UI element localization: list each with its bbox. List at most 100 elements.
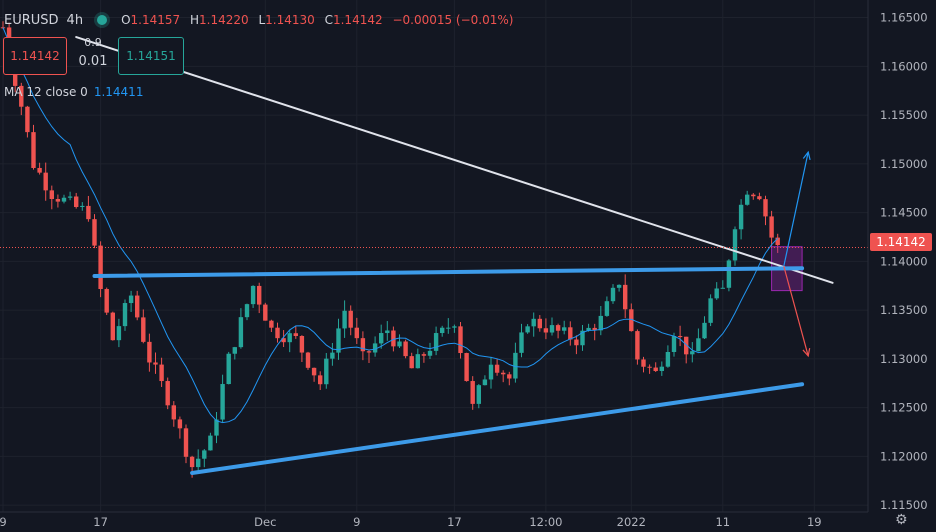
lower-trendline[interactable]: [190, 382, 805, 475]
candle-body: [433, 333, 439, 351]
candle-body: [568, 327, 573, 340]
bullish-arrow[interactable]: [783, 152, 809, 267]
candle-body: [305, 352, 311, 368]
bearish-arrow-head: [802, 347, 811, 358]
symbol-name[interactable]: EURUSD: [4, 12, 59, 28]
bearish-arrow[interactable]: [783, 266, 809, 357]
candle: [470, 376, 475, 410]
x-tick-label: 9: [0, 515, 7, 529]
candle: [665, 345, 671, 368]
candle-body: [714, 288, 719, 299]
candle-body: [257, 285, 262, 305]
candle-body: [421, 354, 427, 356]
candle: [196, 449, 201, 474]
candle-body: [293, 333, 298, 336]
candle: [202, 449, 207, 468]
y-tick-label: 1.11500: [880, 498, 928, 512]
candle-body: [110, 312, 115, 341]
price-axis[interactable]: 1.16500 1.16000 1.15500 1.15000 1.14500 1.140…: [880, 11, 928, 513]
candle: [415, 348, 420, 369]
timeframe-label[interactable]: 4h: [66, 12, 84, 28]
candle: [372, 336, 378, 357]
candle-body: [610, 287, 616, 302]
candle-body: [299, 335, 305, 353]
candle: [476, 384, 481, 409]
candle: [629, 303, 634, 332]
candle: [354, 317, 359, 344]
candle-body: [196, 458, 201, 468]
candle-body: [183, 428, 189, 457]
candle-body: [592, 327, 597, 331]
candle-body: [476, 385, 481, 404]
sell-button[interactable]: 1.14142: [3, 37, 67, 75]
candle-body: [348, 310, 353, 328]
candle: [501, 370, 506, 383]
candle: [574, 335, 579, 355]
candle: [763, 195, 768, 226]
candle-body: [177, 419, 183, 429]
candle-body: [488, 364, 494, 380]
candle: [348, 305, 353, 336]
drawings[interactable]: [75, 36, 834, 475]
candle: [80, 202, 85, 211]
candle: [684, 336, 689, 364]
candle-body: [360, 338, 366, 352]
candle: [324, 352, 329, 389]
candle-body: [726, 260, 732, 288]
candle-body: [208, 435, 213, 451]
candle: [732, 226, 738, 266]
ohlc-values: O1.14157 H1.14220 L1.14130 C1.14142 −0.0…: [121, 13, 519, 27]
gear-icon[interactable]: ⚙: [895, 512, 908, 528]
candle: [37, 162, 42, 175]
candle: [446, 318, 451, 334]
candle: [318, 371, 323, 391]
candle-body: [147, 341, 152, 363]
candle: [714, 282, 719, 300]
candle-body: [128, 295, 134, 304]
candle-body: [720, 287, 725, 289]
candle-body: [67, 196, 73, 198]
candle: [397, 334, 402, 349]
candle: [702, 316, 707, 339]
candle-body: [440, 327, 445, 334]
candle-body: [677, 336, 683, 338]
x-tick-label: 17: [447, 515, 462, 529]
buy-button[interactable]: 1.14151: [118, 37, 184, 75]
diagonal-trendline[interactable]: [75, 36, 834, 284]
candle-body: [629, 309, 634, 332]
candle: [409, 352, 414, 369]
candle: [208, 432, 213, 451]
candle: [214, 411, 219, 444]
candle-body: [153, 362, 158, 365]
candle: [342, 300, 347, 338]
candle: [287, 329, 292, 353]
candle: [220, 374, 225, 423]
candle-body: [354, 327, 359, 339]
candle: [159, 357, 164, 387]
candle: [751, 193, 756, 200]
candle-body: [751, 194, 756, 197]
ma-legend[interactable]: MA 12 close 0 1.14411: [4, 85, 143, 99]
time-axis[interactable]: 9 17 Dec 9 17 12:00 2022 11 19: [0, 515, 822, 529]
candle: [641, 356, 646, 373]
candle: [98, 241, 103, 298]
candle: [177, 416, 183, 439]
candle-body: [409, 356, 414, 369]
low-value: 1.14130: [265, 13, 315, 27]
candle-body: [659, 366, 664, 372]
candle: [745, 190, 750, 206]
upper-trendline[interactable]: [92, 266, 805, 278]
candle: [775, 233, 780, 253]
candle-body: [507, 374, 512, 379]
candle-body: [482, 379, 488, 386]
candle-body: [415, 354, 420, 369]
candle: [464, 352, 469, 382]
market-status-icon: [97, 15, 108, 25]
candle-body: [397, 341, 402, 347]
candle-body: [586, 327, 591, 331]
candle: [726, 259, 732, 292]
spread-label: 0.9: [84, 36, 102, 49]
candle: [494, 358, 500, 376]
x-tick-label: 12:00: [529, 515, 562, 529]
